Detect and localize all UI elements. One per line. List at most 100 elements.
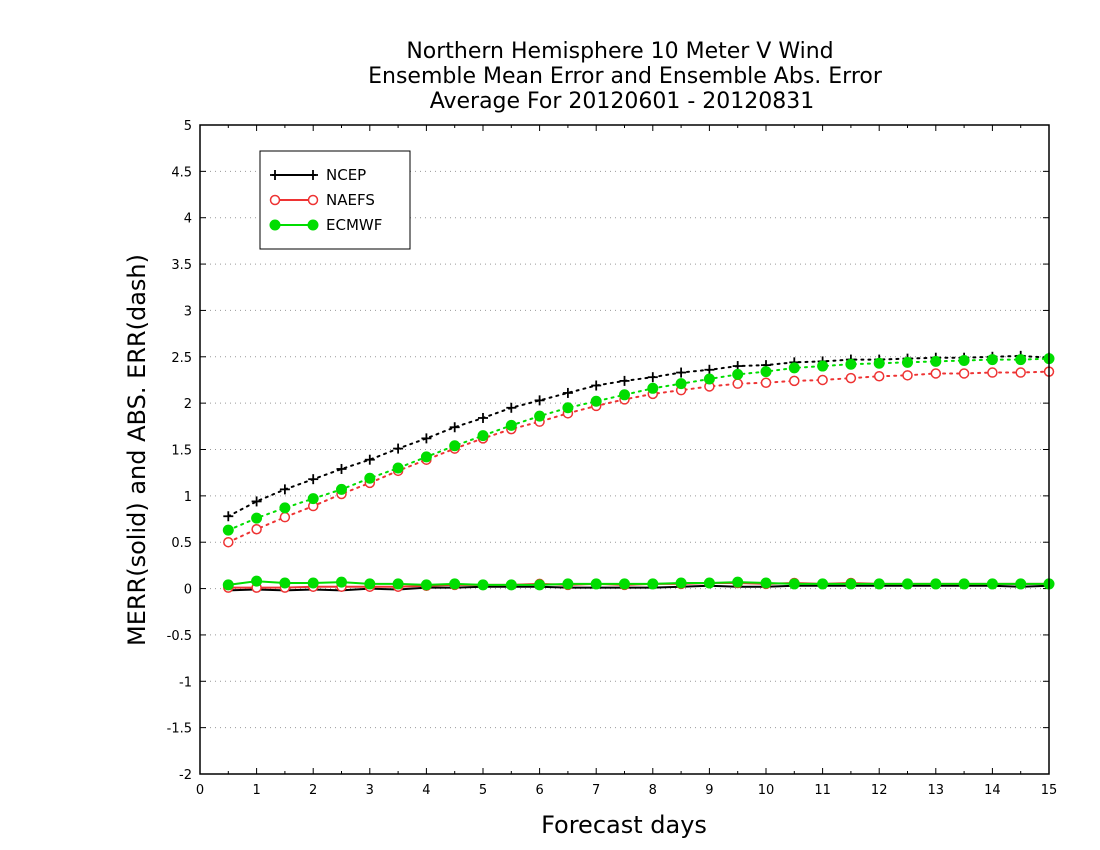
abs-error-point [364,454,375,465]
y-tick-label: 4.5 [171,165,192,180]
y-tick-label: 0.5 [171,536,192,551]
y-tick-label: 2 [184,397,192,412]
abs-error-point [873,371,885,382]
x-tick-label: 0 [196,783,204,798]
abs-error-point [647,382,659,394]
mean-error-point [420,579,432,591]
x-tick-label: 8 [649,783,657,798]
mean-error-point [562,578,574,590]
abs-error-point [223,511,234,522]
y-tick-label: -0.5 [167,629,192,644]
y-tick-label: -1.5 [167,722,192,737]
abs-error-point [534,410,546,422]
abs-error-point [562,387,573,398]
series-naefs [223,366,1055,593]
y-tick-label: 1 [184,490,192,505]
abs-error-point [619,389,630,401]
abs-error-point [1015,354,1027,366]
mean-error-point [703,577,715,589]
title-line-2: Ensemble Mean Error and Ensemble Abs. Er… [368,64,883,89]
mean-error-point [279,577,291,589]
x-tick-label: 7 [592,783,600,798]
abs-error-point [930,368,942,379]
legend-label: NAEFS [326,191,375,209]
abs-error-point [817,374,828,386]
x-tick-label: 5 [479,783,487,798]
abs-error-point [308,474,319,485]
legend-marker [270,170,280,180]
mean-error-point [902,578,913,590]
abs-error-point [562,402,574,414]
mean-error-point [845,578,857,590]
abs-error-point [223,536,234,548]
mean-error-point [958,578,970,590]
mean-error-point [307,577,319,589]
mean-error-point [873,578,885,590]
abs-error-point [534,395,545,406]
abs-error-point [449,422,460,433]
abs-error-point [675,378,687,390]
y-tick-label: 1.5 [171,444,192,459]
chart-title: Northern Hemisphere 10 Meter V Wind Ense… [368,39,883,114]
abs-error-point [449,440,461,452]
legend-marker [307,219,319,231]
x-axis-label: Forecast days [541,811,707,839]
mean-error-point [986,578,998,590]
mean-error-point [336,576,347,588]
y-tick-label: 3 [184,304,192,319]
abs-error-point [393,443,404,454]
abs-error-point [279,502,291,514]
legend-marker [308,170,318,180]
abs-error-point [930,355,942,367]
x-tick-label: 9 [705,783,713,798]
y-tick-label: 4 [184,212,192,227]
y-tick-label: 0 [184,583,192,598]
abs-error-point [704,364,715,375]
abs-error-point [732,378,743,389]
abs-error-point [279,484,290,495]
x-tick-label: 14 [984,783,1001,798]
x-tick-label: 15 [1041,783,1058,798]
title-line-1: Northern Hemisphere 10 Meter V Wind [406,39,833,64]
x-tick-label: 3 [366,783,374,798]
x-tick-label: 13 [928,783,945,798]
mean-error-point [222,579,234,591]
legend-label: ECMWF [326,216,382,234]
axis-ticks: -2-1.5-1-0.500.511.522.533.544.550 1 2 3 4 5 6… [167,119,1058,798]
y-tick-label: -1 [179,675,192,690]
mean-error-line-ecmwf [228,580,1049,586]
legend-marker [269,194,281,206]
y-tick-label: 3.5 [171,258,192,273]
series-layer [222,350,1055,593]
x-tick-label: 4 [422,783,430,798]
x-tick-label: 10 [758,783,775,798]
mean-error-point [930,578,942,590]
abs-error-point [307,493,319,505]
mean-error-point [534,579,546,591]
x-tick-label: 12 [871,783,888,798]
abs-error-line-ecmwf [227,357,1050,532]
mean-error-point [619,578,630,590]
series-ncep [223,350,1054,592]
y-tick-label: -2 [179,768,192,783]
abs-error-point [788,362,800,374]
mean-error-point [590,578,602,590]
legend-entry-ncep: NCEP [270,166,366,184]
abs-error-point [986,354,998,366]
abs-error-point [873,357,885,369]
abs-error-point [251,496,262,507]
abs-error-point [477,430,489,442]
abs-error-point [732,368,744,380]
abs-error-point [760,377,772,388]
abs-error-point [506,402,517,413]
legend-entry-ecmwf: ECMWF [269,216,382,234]
abs-error-point [251,523,262,535]
abs-error-point [505,419,517,431]
mean-error-point [505,579,517,591]
abs-error-point [478,412,488,423]
legend-entry-naefs: NAEFS [269,191,375,209]
legend-marker [269,219,281,231]
abs-error-line-naefs [227,370,1050,544]
abs-error-point [845,358,857,370]
